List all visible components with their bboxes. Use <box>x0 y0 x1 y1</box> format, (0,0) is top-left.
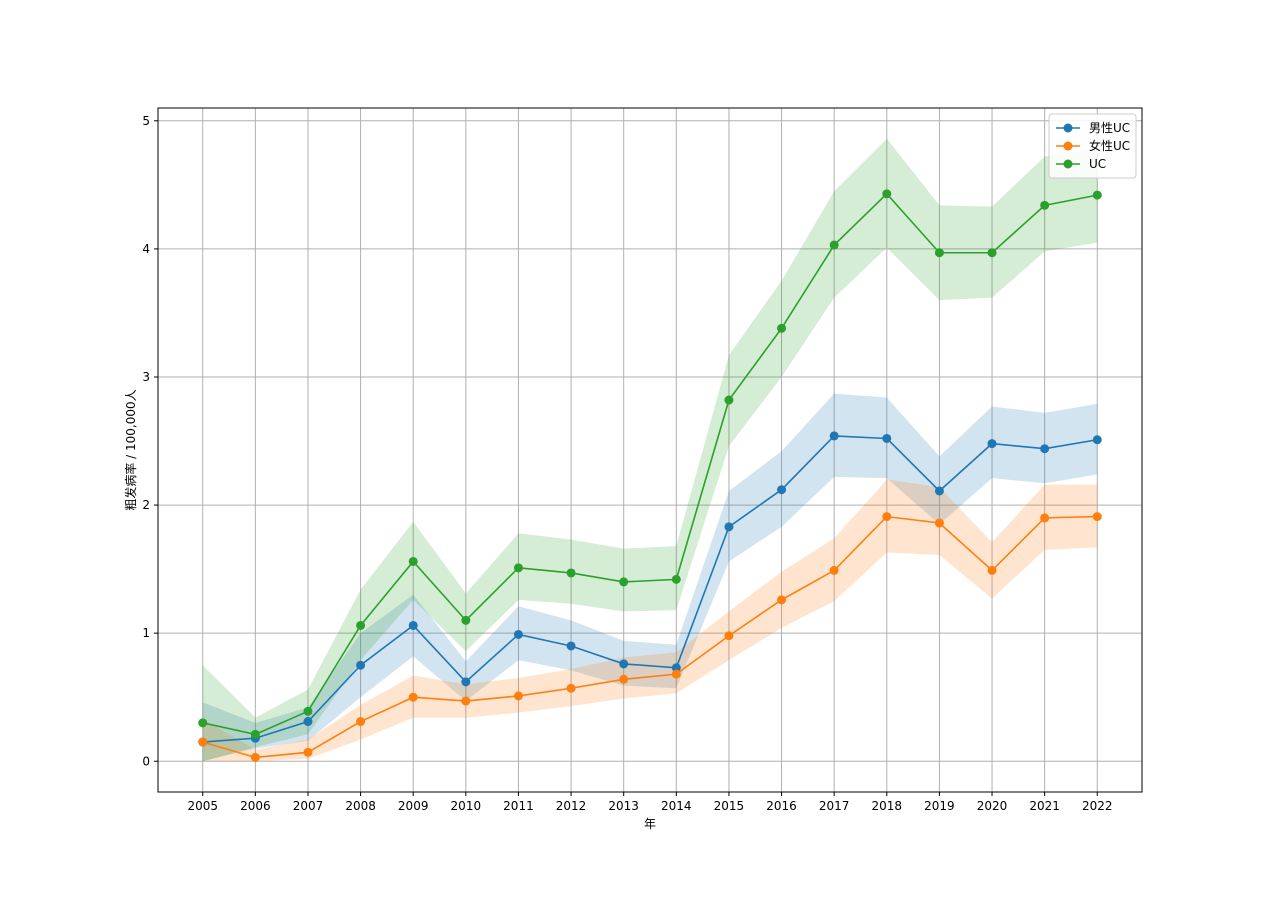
data-point <box>987 565 997 575</box>
data-point <box>777 323 787 333</box>
data-point <box>671 574 681 584</box>
data-point <box>777 595 787 605</box>
data-point <box>671 663 681 673</box>
data-point <box>1092 512 1102 522</box>
legend-label: 女性UC <box>1089 138 1130 153</box>
x-tick-label: 2012 <box>556 799 587 813</box>
data-point <box>461 677 471 687</box>
plot-area-frame <box>157 107 1143 793</box>
data-point <box>356 717 366 727</box>
series-line-0 <box>202 435 1098 743</box>
data-point <box>198 737 208 747</box>
x-tick-label: 2006 <box>240 799 271 813</box>
data-point <box>829 240 839 250</box>
data-point <box>250 752 260 762</box>
data-point <box>777 485 787 495</box>
y-tick-label: 1 <box>142 626 150 640</box>
data-point <box>303 747 313 757</box>
series-line-1 <box>202 515 1098 759</box>
legend-label: 男性UC <box>1089 121 1130 135</box>
y-tick-label: 2 <box>142 498 150 512</box>
data-point <box>1092 435 1102 445</box>
legend-swatch-marker <box>1063 123 1073 133</box>
data-point <box>987 439 997 449</box>
data-point <box>566 641 576 651</box>
confidence-band-2 <box>202 138 1098 762</box>
data-point <box>513 629 523 639</box>
data-point <box>724 395 734 405</box>
data-point <box>250 729 260 739</box>
legend-swatch-marker <box>1063 159 1073 169</box>
data-point <box>303 706 313 716</box>
data-point <box>619 674 629 684</box>
y-tick-label: 0 <box>142 754 150 768</box>
x-tick-label: 2015 <box>714 799 745 813</box>
data-point <box>408 556 418 566</box>
x-tick-label: 2011 <box>503 799 534 813</box>
data-point <box>1040 200 1050 210</box>
data-point <box>934 518 944 528</box>
data-point <box>882 433 892 443</box>
data-point <box>724 522 734 532</box>
y-axis-ticks: 0 1 2 3 4 5 <box>142 114 158 768</box>
data-point <box>934 248 944 258</box>
data-point <box>1040 444 1050 454</box>
legend: 男性UC 女性UC UC <box>1048 113 1137 179</box>
grid <box>158 108 1142 792</box>
data-point <box>356 660 366 670</box>
x-tick-label: 2021 <box>1029 799 1060 813</box>
legend-label: UC <box>1089 157 1106 171</box>
data-point <box>1092 190 1102 200</box>
x-axis-ticks: 2005 2006 2007 2008 2009 2010 2011 2012 2013 2014… <box>187 792 1113 813</box>
data-point <box>934 486 944 496</box>
data-point <box>461 615 471 625</box>
data-point <box>408 620 418 630</box>
data-point <box>566 683 576 693</box>
data-point <box>303 717 313 727</box>
x-tick-label: 2007 <box>293 799 324 813</box>
x-tick-label: 2013 <box>608 799 639 813</box>
x-tick-label: 2017 <box>819 799 850 813</box>
confidence-bands <box>202 138 1098 762</box>
data-point <box>882 512 892 522</box>
data-point <box>566 568 576 578</box>
data-point <box>356 620 366 630</box>
x-tick-label: 2005 <box>187 799 218 813</box>
x-axis-label: 年 <box>644 817 656 831</box>
data-point <box>198 718 208 728</box>
data-point <box>619 577 629 587</box>
confidence-band-1 <box>202 479 1098 762</box>
legend-swatch-marker <box>1063 141 1073 151</box>
data-point <box>671 669 681 679</box>
x-tick-label: 2022 <box>1082 799 1113 813</box>
x-tick-label: 2008 <box>345 799 376 813</box>
data-point <box>408 692 418 702</box>
x-tick-label: 2009 <box>398 799 429 813</box>
data-point <box>513 563 523 573</box>
x-tick-label: 2016 <box>766 799 797 813</box>
data-point <box>513 691 523 701</box>
data-point <box>724 631 734 641</box>
x-tick-label: 2010 <box>451 799 482 813</box>
data-point <box>829 431 839 441</box>
data-point <box>461 696 471 706</box>
data-point <box>619 659 629 669</box>
data-point <box>882 189 892 199</box>
x-tick-label: 2020 <box>977 799 1008 813</box>
series-line-2 <box>202 192 1098 736</box>
data-point <box>987 248 997 258</box>
confidence-band-0 <box>202 393 1098 762</box>
x-tick-label: 2014 <box>661 799 692 813</box>
data-point <box>829 565 839 575</box>
series-lines <box>202 192 1098 759</box>
x-tick-label: 2018 <box>872 799 903 813</box>
y-axis-label: 粗发病率 / 100,000人 <box>123 389 138 510</box>
y-tick-label: 4 <box>142 242 150 256</box>
y-tick-label: 5 <box>142 114 150 128</box>
series-points <box>198 189 1102 762</box>
data-point <box>1040 513 1050 523</box>
x-tick-label: 2019 <box>924 799 955 813</box>
y-tick-label: 3 <box>142 370 150 384</box>
